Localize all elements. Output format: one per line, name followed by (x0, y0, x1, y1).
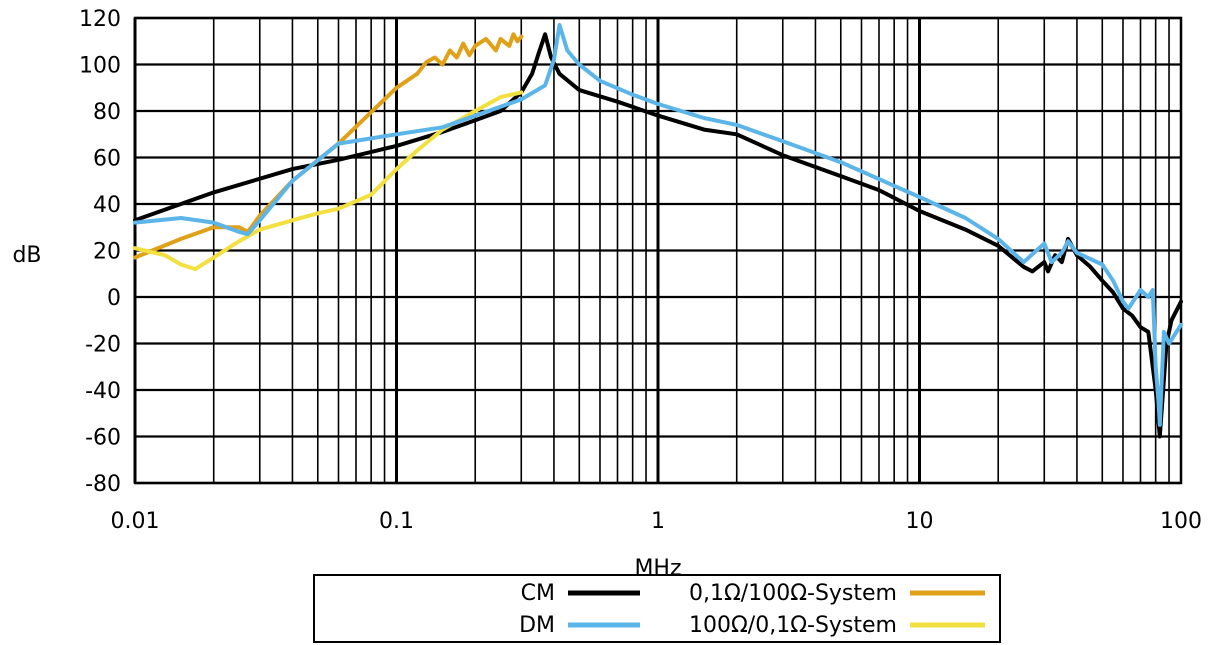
x-tick-label: 10 (906, 509, 934, 534)
x-tick-label: 100 (1160, 509, 1202, 534)
y-axis-ticks: -80 -60 -40 -20 0 20 40 60 80 100 120 (79, 7, 121, 497)
x-axis-ticks: 0.01 0.1 1 10 100 (111, 509, 1202, 534)
y-tick-label: -80 (85, 472, 121, 497)
plot-area-frame (133, 16, 1183, 485)
y-tick-label: 80 (93, 100, 121, 125)
y-tick-label: -60 (85, 426, 121, 451)
series-line-1 (133, 23, 1183, 427)
y-tick-label: 20 (93, 240, 121, 265)
y-tick-label: -20 (85, 333, 121, 358)
legend-items: CM DM 0,1Ω/100Ω-System 100Ω/0,1Ω-System (519, 581, 985, 638)
legend-label: 100Ω/0,1Ω-System (689, 613, 897, 638)
y-axis-label: dB (12, 243, 41, 268)
legend-label: CM (521, 581, 555, 606)
legend-box (313, 574, 1001, 643)
grid (133, 16, 1181, 485)
y-tick-label: 100 (79, 54, 121, 79)
legend-label: DM (519, 613, 555, 638)
y-tick-label: 60 (93, 147, 121, 172)
x-tick-label: 1 (651, 509, 665, 534)
series-line-2 (133, 32, 524, 260)
legend: CM DM 0,1Ω/100Ω-System 100Ω/0,1Ω-System (313, 574, 1001, 643)
y-tick-label: 0 (107, 286, 121, 311)
x-tick-label: 0.01 (111, 509, 160, 534)
y-tick-label: 40 (93, 193, 121, 218)
legend-label: 0,1Ω/100Ω-System (689, 581, 897, 606)
y-tick-label: -40 (85, 379, 121, 404)
y-tick-label: 120 (79, 7, 121, 32)
series-layer (133, 23, 1183, 439)
x-tick-label: 0.1 (379, 509, 414, 534)
